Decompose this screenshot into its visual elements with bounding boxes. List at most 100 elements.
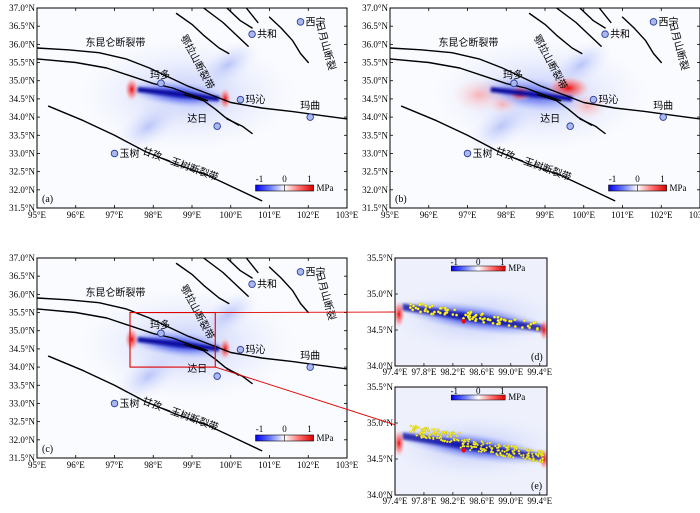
- city-label-xining: 西宁: [306, 265, 326, 278]
- inset-lon-tick: 99.0°E: [498, 367, 523, 377]
- aftershock-point: [540, 452, 544, 455]
- aftershock-point: [446, 435, 449, 438]
- inset-lon-tick: 99.4°E: [527, 367, 552, 377]
- colorbar-unit: MPa: [317, 433, 334, 443]
- inset-lat-tick: 34.5°N: [367, 325, 393, 335]
- city-marker-yushu: [463, 149, 472, 158]
- aftershock-point: [502, 444, 506, 447]
- aftershock-point: [522, 319, 526, 323]
- lat-tick: 32.0°N: [362, 185, 388, 195]
- stress-increase-lobe: [486, 94, 519, 115]
- stress-increase-tip: [219, 87, 232, 110]
- city-label-maqin: 玛沁: [245, 94, 265, 106]
- lon-tick: 98°E: [144, 210, 163, 220]
- stress-increase-tip: [124, 327, 139, 352]
- aftershock-point: [515, 445, 518, 449]
- aftershock-point: [468, 438, 471, 441]
- aftershock-point: [420, 434, 424, 437]
- aftershock-point: [485, 446, 488, 449]
- aftershock-point: [427, 429, 430, 432]
- aftershock-point: [473, 443, 477, 446]
- aftershock-point: [537, 449, 540, 452]
- city-marker-gonghe: [248, 280, 256, 288]
- lat-tick: 34.5°N: [362, 94, 388, 104]
- zoom-connector: [215, 366, 396, 426]
- lat-tick: 35.0°N: [9, 326, 35, 336]
- fault-line: [579, 8, 606, 29]
- stress-increase-tip: [395, 429, 405, 458]
- aftershock-point: [438, 306, 442, 310]
- city-marker-maqu: [306, 363, 314, 371]
- aftershock-point: [455, 434, 459, 438]
- aftershock-point: [501, 449, 504, 453]
- aftershock-point: [528, 457, 531, 461]
- aftershock-point: [423, 431, 426, 434]
- stress-lobe: [114, 349, 182, 404]
- aftershock-point: [511, 450, 514, 453]
- colorbar-tick: 0: [635, 174, 640, 184]
- aftershock-point: [466, 438, 469, 442]
- fault-line: [400, 105, 616, 202]
- colorbar-tick: -1: [450, 386, 458, 396]
- colorbar-tick: 1: [660, 174, 665, 184]
- aftershock-point: [497, 449, 500, 452]
- aftershock-point: [481, 318, 485, 321]
- lon-tick: 98°E: [497, 210, 516, 220]
- aftershock-point: [508, 453, 511, 456]
- lon-tick: 95°E: [28, 210, 47, 220]
- city-marker-darl: [213, 372, 221, 380]
- colorbar-tick: 1: [500, 386, 505, 396]
- city-marker-gonghe: [601, 30, 609, 38]
- aftershock-point: [527, 449, 531, 453]
- aftershock-point: [432, 436, 435, 439]
- rupture-core: [137, 86, 220, 102]
- aftershock-point: [507, 324, 511, 327]
- aftershock-point: [520, 326, 524, 329]
- aftershock-point: [411, 304, 415, 308]
- lat-tick: 36.5°N: [9, 271, 35, 281]
- colorbar-unit: MPa: [508, 392, 525, 402]
- aftershock-point: [465, 445, 469, 448]
- aftershock-point: [443, 306, 447, 310]
- inset-lat-tick: 35.0°N: [367, 418, 393, 428]
- lon-tick: 100°E: [219, 210, 242, 220]
- colorbar-tick: 0: [282, 174, 287, 184]
- aftershock-point: [513, 449, 516, 452]
- lon-tick: 97°E: [105, 460, 124, 470]
- aftershock-point: [532, 458, 535, 461]
- lat-tick: 37.0°N: [9, 3, 35, 13]
- aftershock-point: [424, 303, 428, 307]
- aftershock-point: [453, 308, 457, 312]
- aftershock-point: [458, 431, 461, 435]
- city-marker-maqin: [236, 345, 245, 354]
- lat-tick: 37.0°N: [362, 3, 388, 13]
- colorbar-tick: 1: [307, 174, 312, 184]
- city-marker-xining: [649, 18, 658, 26]
- aftershock-point: [496, 315, 500, 319]
- lat-tick: 37.0°N: [9, 253, 35, 263]
- lon-tick: 99°E: [183, 460, 202, 470]
- lon-tick: 103°E: [336, 210, 359, 220]
- lon-tick: 100°E: [572, 210, 595, 220]
- aftershock-point: [510, 445, 513, 448]
- lon-tick: 102°E: [650, 210, 673, 220]
- aftershock-point: [481, 312, 484, 316]
- city-marker-maqin: [236, 95, 245, 104]
- aftershock-point: [427, 435, 431, 439]
- fault-line: [202, 8, 249, 47]
- fault-line: [598, 8, 612, 24]
- inset-lon-tick: 99.4°E: [527, 496, 552, 506]
- city-marker-darl: [566, 122, 574, 130]
- city-marker-gonghe: [248, 30, 256, 38]
- city-marker-darl: [213, 122, 221, 130]
- aftershock-point: [466, 315, 470, 319]
- city-label-darl: 达日: [540, 113, 560, 125]
- aftershock-point: [517, 449, 521, 453]
- aftershock-point: [522, 456, 525, 459]
- aftershock-point: [418, 432, 422, 435]
- lon-tick: 96°E: [67, 460, 86, 470]
- colorbar-tick: -1: [256, 174, 264, 184]
